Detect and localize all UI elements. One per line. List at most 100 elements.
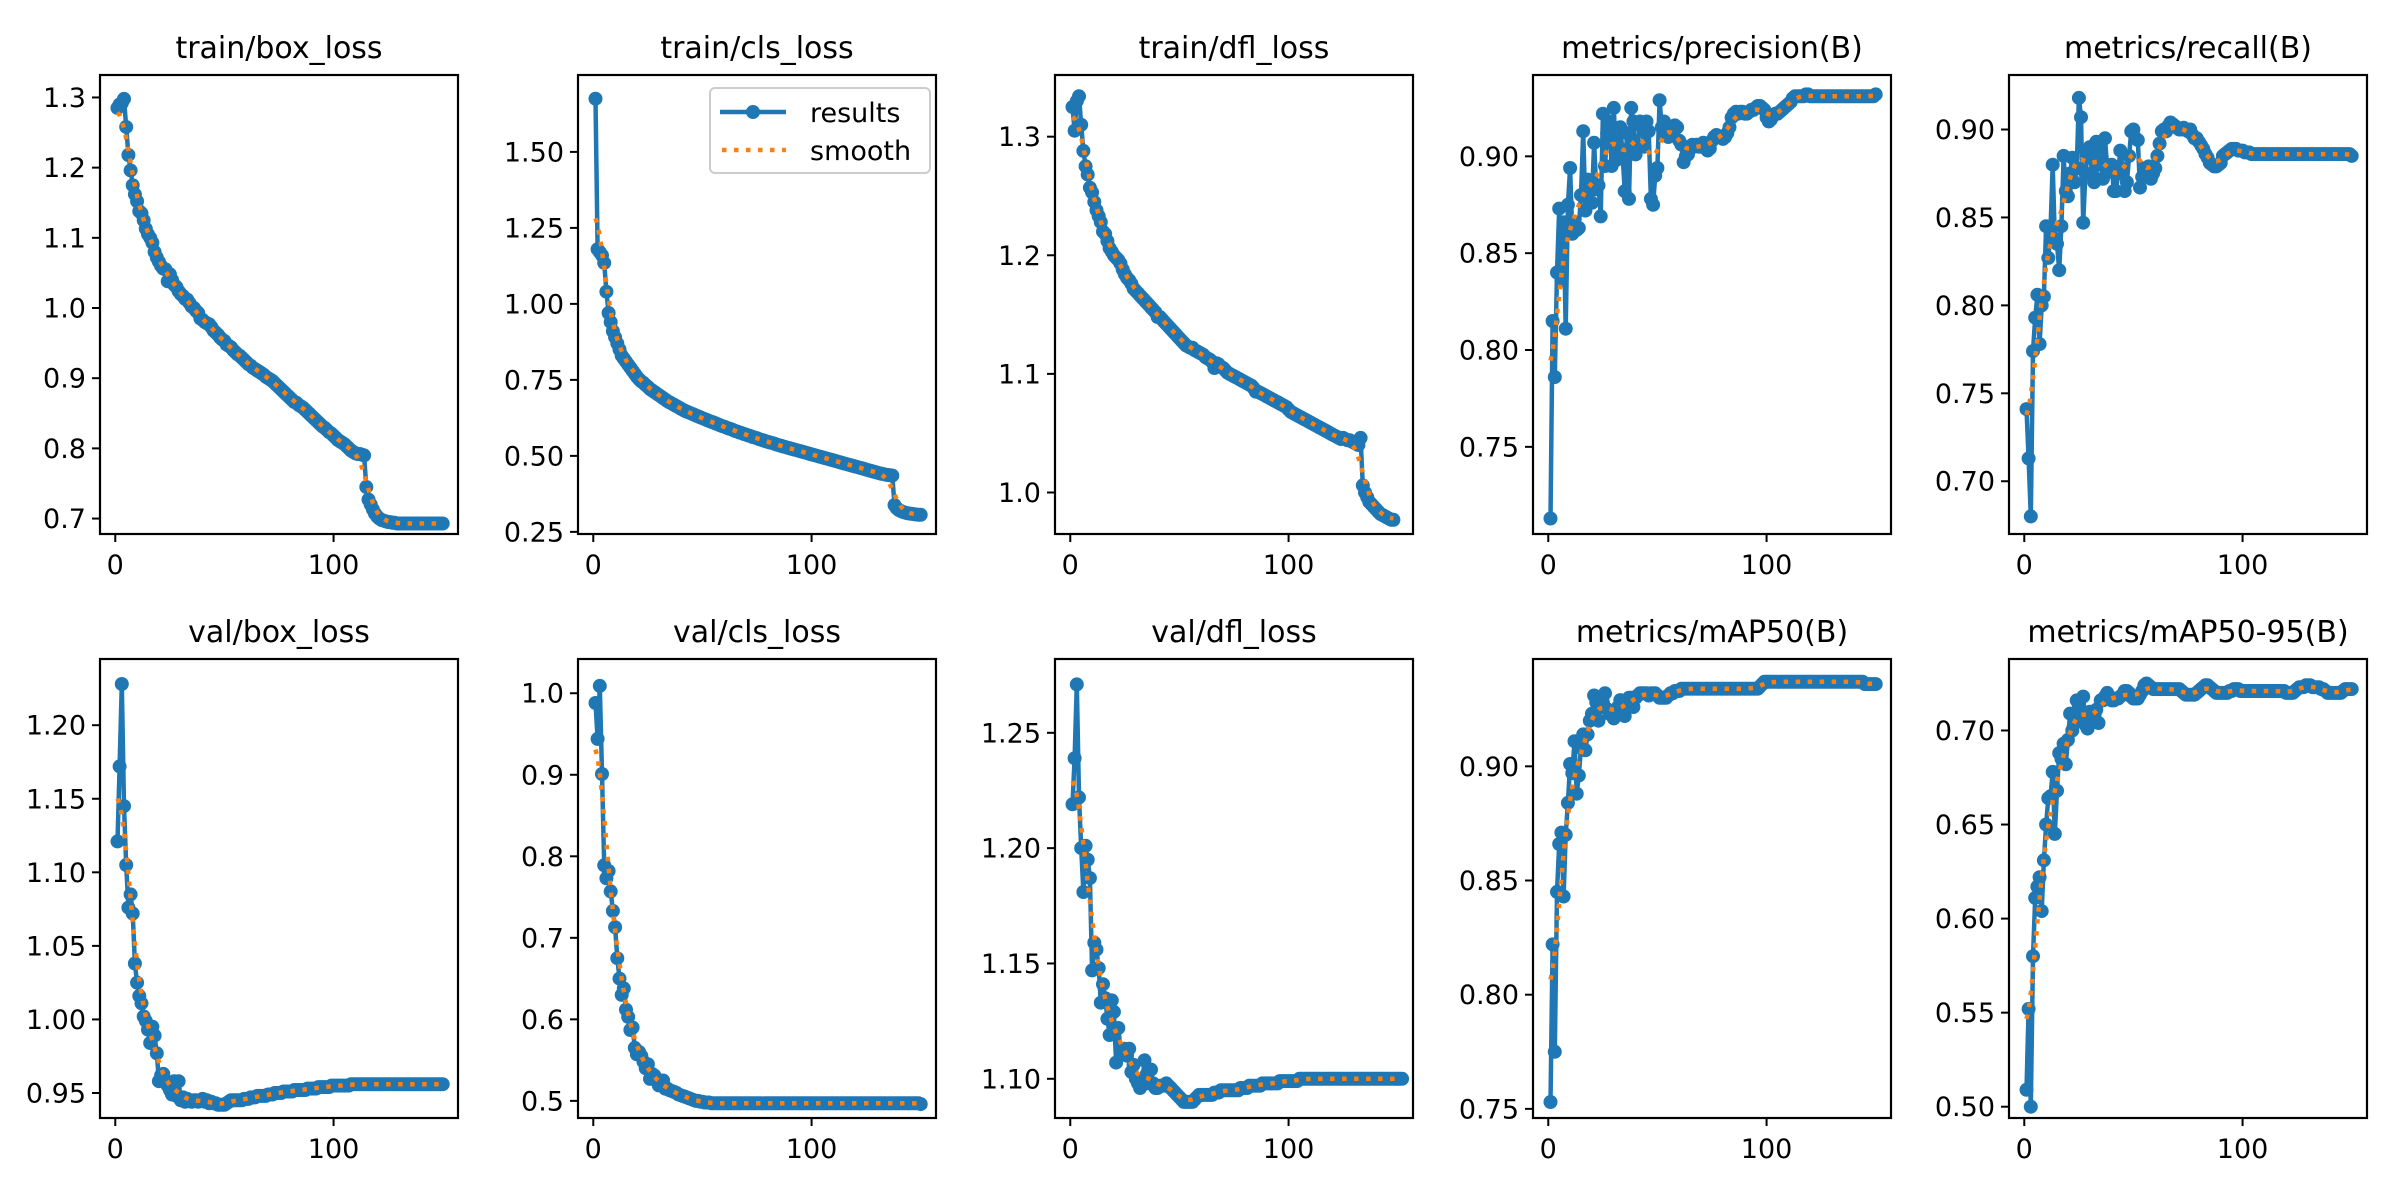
- x-tick-label: 0: [1540, 550, 1557, 581]
- results-point: [2130, 133, 2145, 148]
- results-point: [1386, 512, 1401, 527]
- y-tick-label: 0.80: [1459, 980, 1519, 1011]
- plot-area: [2019, 676, 2359, 1114]
- results-point: [1593, 209, 1608, 224]
- results-point: [147, 1028, 162, 1043]
- results-point: [2115, 161, 2130, 176]
- results-line: [1548, 679, 1876, 1103]
- y-tick-label: 0.55: [1935, 998, 1995, 1029]
- subplot-title: train/box_loss: [175, 31, 382, 66]
- results-point: [592, 678, 607, 693]
- results-line: [1548, 92, 1878, 519]
- results-point: [2050, 236, 2064, 251]
- results-point: [1543, 511, 1558, 526]
- y-tick-label: 0.80: [1459, 336, 1519, 367]
- results-point: [435, 516, 450, 531]
- results-point: [1556, 889, 1571, 904]
- results-point: [1072, 89, 1086, 104]
- results-point: [2076, 215, 2091, 230]
- results-point: [2021, 1001, 2036, 1016]
- results-point: [2076, 689, 2091, 704]
- results-point: [2344, 682, 2359, 697]
- results-point: [114, 677, 129, 691]
- y-tick-label: 1.00: [26, 1005, 86, 1036]
- results-point: [2045, 157, 2060, 172]
- smooth-line: [1070, 115, 1394, 521]
- x-tick-label: 0: [1062, 1134, 1079, 1165]
- results-point: [117, 91, 131, 106]
- results-point: [112, 759, 127, 774]
- y-tick-label: 0.85: [1459, 866, 1519, 897]
- results-point: [1617, 709, 1632, 724]
- y-tick-label: 0.7: [521, 923, 564, 954]
- y-tick-label: 0.9: [43, 364, 86, 395]
- y-tick-label: 0.6: [521, 1005, 564, 1036]
- results-point: [603, 884, 618, 899]
- results-point: [2045, 764, 2060, 779]
- y-tick-label: 1.15: [26, 784, 86, 815]
- results-point: [1571, 221, 1586, 235]
- results-point: [1563, 161, 1578, 175]
- y-tick-label: 0.75: [1459, 1094, 1519, 1125]
- y-tick-label: 1.00: [504, 289, 564, 320]
- results-point: [119, 858, 134, 872]
- axes-frame: [2007, 657, 2369, 1120]
- legend-results-marker: [746, 105, 760, 119]
- smooth-line: [2024, 125, 2352, 416]
- results-point: [1558, 321, 1573, 336]
- subplot-title: train/cls_loss: [660, 31, 853, 66]
- y-tick-label: 1.15: [981, 949, 1041, 980]
- axes-frame: [1053, 73, 1415, 536]
- results-point: [2028, 310, 2043, 325]
- results-point: [1554, 273, 1569, 288]
- results-point: [605, 903, 620, 918]
- results-point: [1670, 120, 1685, 135]
- subplot-title: val/cls_loss: [673, 615, 841, 650]
- smooth-line: [115, 797, 443, 1106]
- results-line: [1070, 682, 1403, 1105]
- results-point: [2028, 890, 2043, 905]
- subplot-metrics-map50-b: metrics/mAP50(B) 0.75 0.80 0.85 0.90 0 100: [1459, 615, 1893, 1165]
- results-point: [1556, 215, 1571, 230]
- y-tick-label: 0.25: [504, 517, 564, 548]
- y-tick-label: 0.70: [1935, 467, 1995, 498]
- results-point: [1104, 993, 1119, 1008]
- y-tick-label: 0.5: [521, 1086, 564, 1117]
- results-point: [1144, 1062, 1158, 1077]
- results-point: [1091, 961, 1106, 976]
- results-point: [2023, 1099, 2038, 1114]
- y-tick-label: 1.20: [26, 711, 86, 742]
- y-tick-label: 1.0: [998, 478, 1041, 509]
- x-tick-label: 100: [786, 1134, 838, 1165]
- x-tick-label: 100: [308, 550, 360, 581]
- y-tick-label: 0.85: [1459, 239, 1519, 270]
- results-point: [1069, 677, 1084, 692]
- results-point: [885, 468, 900, 483]
- results-point: [1067, 751, 1082, 766]
- results-point: [1622, 191, 1636, 206]
- subplot-title: metrics/precision(B): [1561, 31, 1863, 66]
- results-point: [2065, 150, 2080, 165]
- y-tick-label: 1.05: [26, 931, 86, 962]
- x-tick-label: 100: [308, 1134, 360, 1165]
- x-tick-label: 100: [1263, 1134, 1315, 1165]
- y-tick-label: 1.0: [521, 679, 564, 710]
- plot-area: [110, 677, 450, 1112]
- y-tick-label: 1.50: [504, 137, 564, 168]
- y-tick-label: 1.3: [43, 83, 86, 114]
- x-tick-label: 0: [107, 1134, 124, 1165]
- y-tick-label: 0.65: [1935, 810, 1995, 841]
- results-point: [1576, 124, 1591, 139]
- results-line: [593, 683, 922, 1107]
- x-tick-label: 100: [786, 550, 838, 581]
- y-tick-label: 1.1: [43, 223, 86, 254]
- results-point: [913, 507, 928, 522]
- results-point: [1547, 370, 1562, 385]
- x-tick-label: 100: [1741, 550, 1793, 581]
- subplot-title: train/dfl_loss: [1139, 31, 1330, 66]
- y-tick-label: 1.25: [504, 213, 564, 244]
- y-tick-label: 0.75: [1459, 432, 1519, 463]
- results-point: [357, 448, 372, 463]
- x-tick-label: 100: [2217, 550, 2269, 581]
- results-point: [1650, 161, 1665, 175]
